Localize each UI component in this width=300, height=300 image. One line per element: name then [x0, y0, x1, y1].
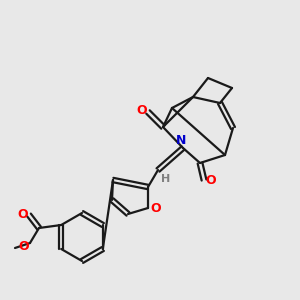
Text: O: O [18, 208, 28, 220]
Text: O: O [137, 104, 147, 118]
Text: O: O [206, 175, 216, 188]
Text: N: N [176, 134, 186, 146]
Text: H: H [161, 174, 171, 184]
Text: O: O [151, 202, 161, 215]
Text: O: O [19, 239, 29, 253]
